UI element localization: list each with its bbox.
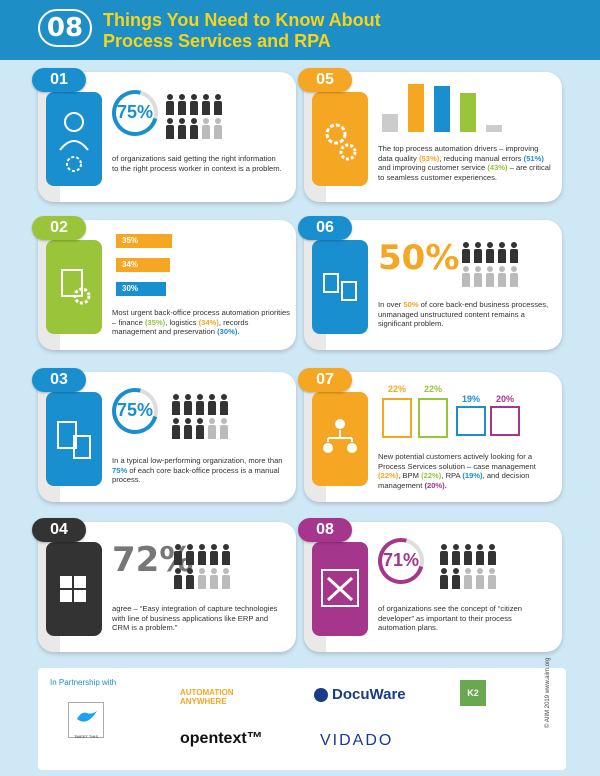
docuware-logo: DocuWare	[314, 686, 406, 703]
twitter-icon	[77, 711, 97, 722]
drivers-bar-chart	[382, 82, 522, 132]
priority-arrow-records: 30%	[116, 282, 166, 296]
card-number-badge: 01	[32, 68, 86, 92]
stat-value: 50%	[378, 238, 460, 278]
card-number-badge: 02	[32, 216, 86, 240]
card-number-badge: 08	[298, 518, 352, 542]
gear-icon	[456, 406, 486, 436]
card-description: agree – “Easy integration of capture tec…	[112, 604, 278, 633]
card-number-badge: 05	[298, 68, 352, 92]
people-row-1	[166, 94, 222, 116]
gears-icon	[312, 92, 368, 186]
card-08: 08 71% of organizations see the concept …	[298, 518, 562, 652]
stat-case-mgmt: 22%	[387, 384, 406, 394]
header-banner: 08 Things You Need to Know About Process…	[0, 0, 600, 60]
card-number-badge: 04	[32, 518, 86, 542]
card-description: New potential customers actively looking…	[378, 452, 536, 490]
card-description: of organizations said getting the right …	[112, 154, 282, 173]
bar-filler-left	[382, 114, 398, 132]
puzzle-icon	[46, 542, 102, 636]
card-number-badge: 07	[298, 368, 352, 392]
stat-value: 71%	[382, 550, 420, 570]
stat-value: 75%	[116, 102, 154, 122]
partner-footer: In Partnership with TWEET THIS AUTOMATIO…	[38, 668, 566, 770]
bar-customer-service	[460, 93, 476, 132]
bar-filler-right	[486, 125, 502, 132]
stat-value: 75%	[116, 400, 154, 420]
priority-arrow-logistics: 34%	[116, 258, 170, 272]
card-03: 03 75% In a typical low-performing organ…	[32, 368, 296, 502]
stat-decision-mgmt: 20%	[495, 394, 514, 404]
stat-rpa: 19%	[461, 394, 480, 404]
people-row-1	[440, 544, 496, 566]
card-description: of organizations see the concept of “cit…	[378, 604, 522, 633]
card-01: 01 75% of organizations said getting the…	[32, 68, 296, 202]
card-number-badge: 03	[32, 368, 86, 392]
stat-bpm: 22%	[423, 384, 442, 394]
people-row-2	[172, 418, 228, 440]
people-row-2	[174, 568, 230, 590]
card-06: 06 50% In over 50% of core back-end busi…	[298, 216, 562, 350]
header-title-line1: Things You Need to Know About	[103, 10, 381, 30]
card-05: 05 The top process automation drivers – …	[298, 68, 562, 202]
header-title-line2: Process Services and RPA	[103, 31, 331, 51]
card-description: In over 50% of core back-end business pr…	[378, 300, 549, 329]
bar-manual-errors	[434, 86, 450, 132]
tweet-this-button[interactable]: TWEET THIS	[68, 702, 104, 739]
header-number: 08	[38, 9, 92, 47]
card-07: 07 22% 22% 19% 20% New potential custome…	[298, 368, 562, 502]
gear-icon	[418, 398, 448, 438]
people-row-1	[172, 394, 228, 416]
automation-anywhere-logo: AUTOMATION ANYWHERE	[180, 688, 234, 706]
people-row-1	[462, 242, 518, 264]
vidado-logo: VIDADO	[320, 732, 394, 749]
checklist-icon	[46, 392, 102, 486]
card-04: 04 72% agree – “Easy integration of capt…	[32, 518, 296, 652]
bar-data-quality	[408, 84, 424, 132]
people-row-2	[166, 118, 222, 140]
copyright-notice: © AIIM 2019 www.aiim.org	[545, 657, 551, 728]
opentext-logo: opentext™	[180, 730, 263, 747]
gear-icon	[382, 398, 412, 438]
card-description: In a typical low-performing organization…	[112, 456, 283, 485]
priority-arrow-finance: 35%	[116, 234, 172, 248]
worker-icon	[46, 92, 102, 186]
card-02: 02 35% 34% 30% Most urgent back-office p…	[32, 216, 296, 350]
card-description: Most urgent back-office process automati…	[112, 308, 290, 337]
k2-logo: K2	[460, 680, 486, 706]
document-gear-icon	[46, 240, 102, 334]
partnership-label: In Partnership with	[50, 678, 117, 687]
tools-window-icon	[312, 542, 368, 636]
card-number-badge: 06	[298, 216, 352, 240]
card-description: The top process automation drivers – imp…	[378, 144, 551, 182]
people-row-2	[462, 266, 518, 288]
people-row-1	[174, 544, 230, 566]
documents-icon	[312, 240, 368, 334]
org-chart-icon	[312, 392, 368, 486]
gear-icon	[490, 406, 520, 436]
people-row-2	[440, 568, 496, 590]
